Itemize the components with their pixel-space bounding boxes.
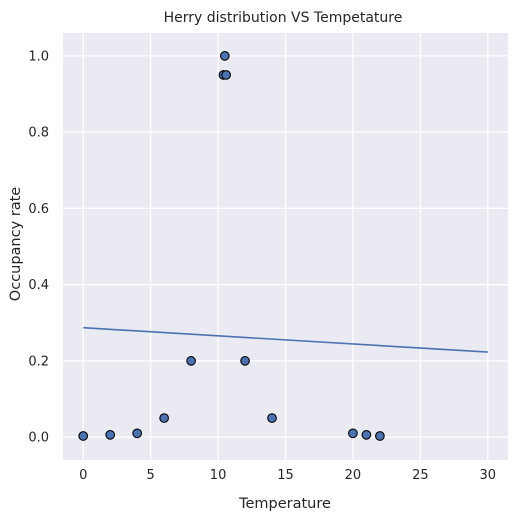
y-tick-label: 1.0 [28,49,49,64]
x-tick-label: 20 [345,468,362,483]
x-axis-label: Temperature [238,496,331,512]
x-tick-label: 15 [277,468,294,483]
data-point [221,70,232,80]
x-tick-label: 25 [412,468,429,483]
chart-title: Herry distribution VS Tempetature [164,10,403,26]
y-tick-label: 0.2 [28,354,49,369]
data-point [375,431,385,441]
x-tick-labels: 0 5 10 15 20 25 30 [79,468,496,483]
data-point [361,429,372,440]
fit-line [83,326,488,353]
data-points [78,51,385,441]
data-point [186,356,196,366]
x-tick-label: 0 [79,468,87,483]
y-tick-label: 0.4 [28,278,49,293]
data-point [348,428,358,439]
y-tick-label: 0.8 [28,126,49,141]
y-tick-label: 0.0 [28,431,49,446]
data-point [105,429,116,440]
data-point [132,428,143,439]
x-tick-label: 5 [147,468,155,483]
data-point [159,413,169,423]
data-point [267,413,277,423]
y-tick-label: 0.6 [28,202,49,217]
x-tick-label: 30 [479,468,496,483]
data-point [78,431,89,441]
fit-line-group [83,326,488,353]
data-point [219,51,230,61]
y-axis-label: Occupancy rate [8,187,24,302]
data-point [240,356,250,366]
y-tick-labels: 0.0 0.2 0.4 0.6 0.8 1.0 [28,49,49,445]
x-tick-label: 10 [210,468,227,483]
